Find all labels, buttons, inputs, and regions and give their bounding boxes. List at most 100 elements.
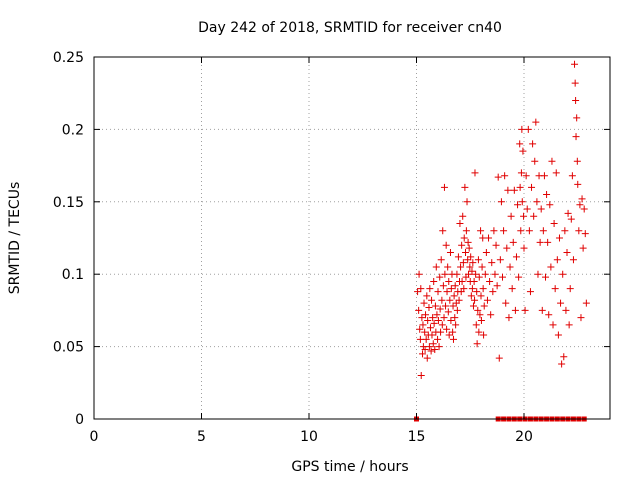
data-point <box>438 296 446 304</box>
data-point <box>508 285 516 293</box>
data-point <box>437 256 445 264</box>
data-point <box>485 234 493 242</box>
points-layer <box>414 60 590 422</box>
data-point <box>434 335 442 343</box>
data-point <box>423 292 431 300</box>
data-point <box>543 191 551 199</box>
data-point <box>430 277 438 285</box>
data-point <box>564 209 572 217</box>
data-point <box>528 183 536 191</box>
data-point <box>494 173 502 181</box>
data-point <box>435 343 443 351</box>
data-point <box>538 306 546 314</box>
data-point <box>481 270 489 278</box>
data-point <box>460 234 468 242</box>
data-point <box>473 288 481 296</box>
data-point <box>440 314 448 322</box>
data-point <box>475 328 483 336</box>
data-point <box>578 195 586 203</box>
data-point <box>478 263 486 271</box>
data-point <box>462 248 470 256</box>
data-point <box>424 317 432 325</box>
data-point <box>450 292 458 300</box>
data-point <box>449 335 457 343</box>
data-point <box>446 248 454 256</box>
data-point <box>549 321 557 329</box>
data-point <box>561 227 569 235</box>
y-tick-label: 0 <box>75 412 84 428</box>
data-point <box>480 331 488 339</box>
data-point <box>516 183 524 191</box>
data-point <box>525 227 533 235</box>
data-point <box>460 285 468 293</box>
data-point <box>472 270 480 278</box>
data-point <box>475 273 483 281</box>
data-point <box>497 198 505 206</box>
data-point <box>572 96 580 104</box>
data-point <box>480 302 488 310</box>
data-point <box>582 299 590 307</box>
data-point <box>430 319 438 327</box>
data-point <box>575 227 583 235</box>
data-point <box>506 263 514 271</box>
y-axis-label: SRMTID / TECUs <box>7 182 23 295</box>
data-point <box>417 285 425 293</box>
data-point <box>477 292 485 300</box>
data-point <box>482 248 490 256</box>
data-point <box>558 360 566 368</box>
data-point <box>451 282 459 290</box>
data-point <box>420 299 428 307</box>
data-point <box>569 256 577 264</box>
data-point <box>451 314 459 322</box>
data-point <box>466 263 474 271</box>
data-point <box>463 198 471 206</box>
data-point <box>519 147 527 155</box>
data-point <box>468 285 476 293</box>
data-point <box>429 314 437 322</box>
data-point <box>423 354 431 362</box>
data-point <box>536 238 544 246</box>
data-point <box>520 244 528 252</box>
data-point <box>444 308 452 316</box>
data-point <box>422 335 430 343</box>
data-point <box>474 256 482 264</box>
data-point <box>427 347 435 355</box>
grid-layer <box>94 57 610 419</box>
x-tick-label: 5 <box>197 429 206 445</box>
data-point <box>518 198 526 206</box>
data-point <box>529 140 537 148</box>
data-point <box>443 325 451 333</box>
data-point <box>552 169 560 177</box>
data-point <box>562 306 570 314</box>
data-point <box>418 314 426 322</box>
data-point <box>436 305 444 313</box>
data-point <box>477 227 485 235</box>
data-point <box>458 241 466 249</box>
data-point <box>576 201 584 209</box>
data-point <box>540 172 548 180</box>
data-point <box>515 273 523 281</box>
data-point <box>419 343 427 351</box>
data-point <box>530 212 538 220</box>
data-point <box>514 201 522 209</box>
data-point <box>512 253 520 261</box>
data-point <box>503 244 511 252</box>
data-point <box>433 311 441 319</box>
data-point <box>581 230 589 238</box>
data-point <box>504 186 512 194</box>
data-point <box>539 227 547 235</box>
y-tick-label: 0.2 <box>62 122 84 138</box>
data-point <box>520 212 528 220</box>
data-point <box>428 331 436 339</box>
data-point <box>434 288 442 296</box>
data-point <box>442 241 450 249</box>
y-tick-label: 0.25 <box>53 50 84 66</box>
data-point <box>422 311 430 319</box>
data-point <box>542 273 549 281</box>
data-point <box>458 277 466 285</box>
data-point <box>437 328 445 336</box>
data-point <box>459 212 467 220</box>
data-point <box>499 273 506 281</box>
data-point <box>571 79 579 87</box>
data-point <box>566 285 574 293</box>
